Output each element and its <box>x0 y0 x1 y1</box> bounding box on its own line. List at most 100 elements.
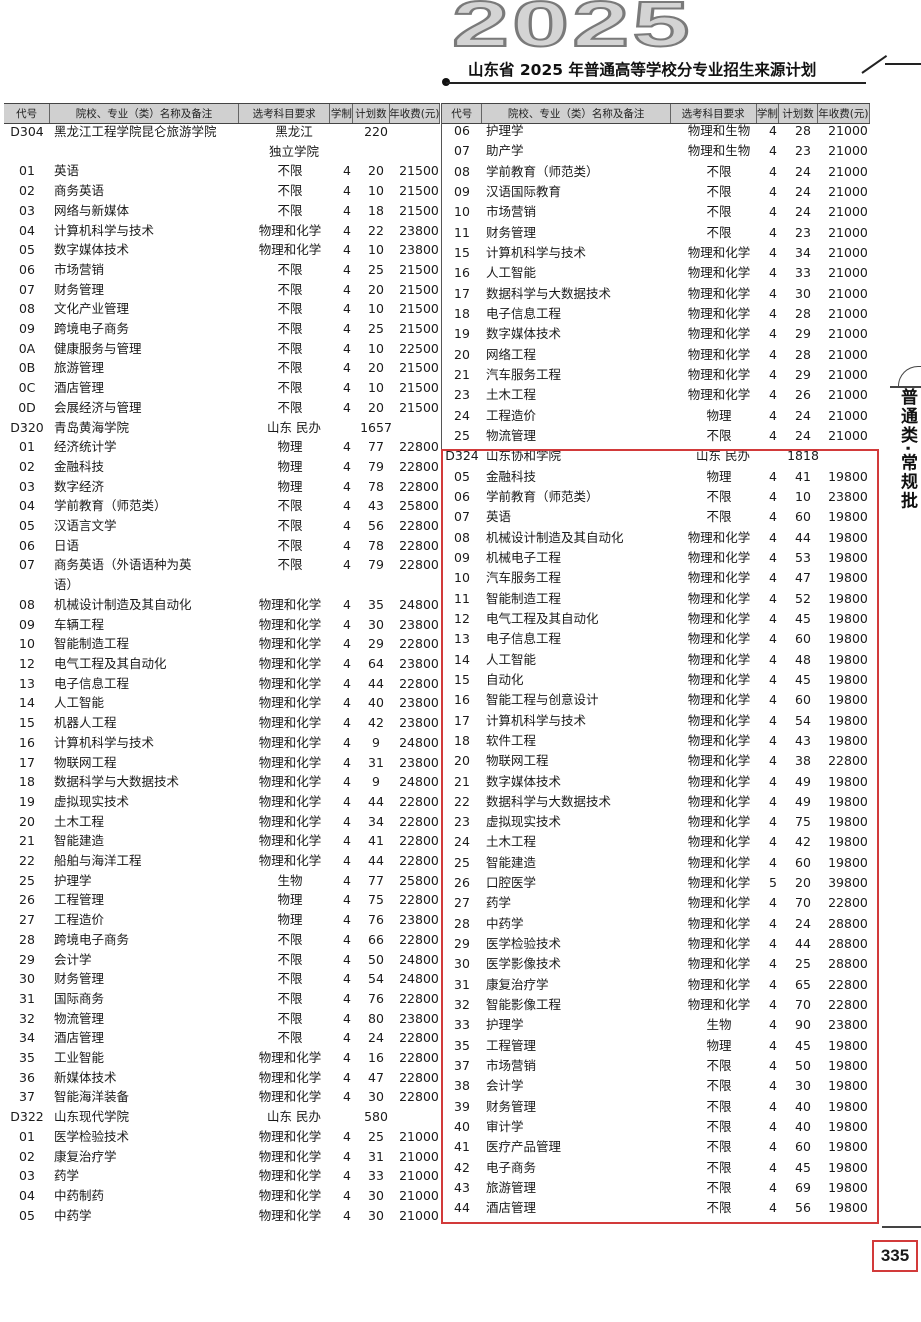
cell-years: 4 <box>343 636 351 652</box>
cell-code: 17 <box>454 285 470 301</box>
cell-plan: 41 <box>368 833 384 849</box>
cell-years: 4 <box>769 671 777 687</box>
cell-plan: 77 <box>368 439 384 455</box>
cell-requirement: 物理 <box>277 439 303 455</box>
cell-requirement: 物理和化学 <box>687 651 751 667</box>
cell-plan: 66 <box>368 931 384 947</box>
column-header-fee: 年收费(元) <box>818 104 870 123</box>
major-row: 06 日语 不限 4 78 22800 <box>4 536 444 556</box>
cell-years: 4 <box>769 590 777 606</box>
cell-fee: 22800 <box>828 753 868 769</box>
cell-name: 会计学 <box>54 951 92 967</box>
cell-requirement: 物理和化学 <box>258 833 322 849</box>
cell-years: 4 <box>343 537 351 553</box>
cell-years: 4 <box>343 557 351 573</box>
cell-requirement: 物理和化学 <box>258 1207 322 1223</box>
cell-plan: 65 <box>795 976 811 992</box>
cell-plan: 42 <box>368 715 384 731</box>
column-header-requirement: 选考科目要求 <box>671 104 757 123</box>
cell-requirement: 不限 <box>706 1200 732 1216</box>
cell-years: 4 <box>343 931 351 947</box>
cell-plan: 40 <box>795 1098 811 1114</box>
cell-name: 软件工程 <box>486 732 537 748</box>
cell-years: 4 <box>343 774 351 790</box>
cell-name: 审计学 <box>486 1119 524 1135</box>
cell-code: 08 <box>454 529 470 545</box>
cell-plan: 30 <box>368 1089 384 1105</box>
cell-fee: 19800 <box>828 1180 868 1196</box>
cell-code: 12 <box>454 610 470 626</box>
cell-years: 4 <box>769 1078 777 1094</box>
cell-name: 土木工程 <box>486 834 537 850</box>
cell-plan: 45 <box>795 610 811 626</box>
cell-plan: 28 <box>795 123 811 138</box>
cell-plan: 49 <box>795 793 811 809</box>
cell-name: 数字媒体技术 <box>486 326 562 342</box>
cell-years: 4 <box>769 692 777 708</box>
cell-years: 4 <box>343 990 351 1006</box>
major-row: 33 护理学 生物 4 90 23800 <box>442 1015 874 1035</box>
cell-years: 4 <box>769 1180 777 1196</box>
cell-fee: 21000 <box>828 163 868 179</box>
major-row: 09 汉语国际教育 不限 4 24 21000 <box>442 182 874 202</box>
column-header-name: 院校、专业（类）名称及备注 <box>482 104 671 123</box>
cell-plan: 48 <box>795 651 811 667</box>
cell-requirement: 不限 <box>277 281 303 297</box>
cell-code: 0B <box>18 360 36 376</box>
major-row: 01 经济统计学 物理 4 77 22800 <box>4 437 444 457</box>
cell-requirement: 生物 <box>706 1017 732 1033</box>
cell-requirement: 物理 <box>277 478 303 494</box>
cell-fee: 19800 <box>828 793 868 809</box>
cell-requirement: 不限 <box>706 183 732 199</box>
cell-code: 17 <box>19 754 35 770</box>
cell-fee: 28800 <box>828 915 868 931</box>
cell-fee: 21500 <box>399 360 439 376</box>
major-row: 25 护理学 生物 4 77 25800 <box>4 871 444 891</box>
cell-code: 16 <box>454 692 470 708</box>
cell-name: 金融科技 <box>54 458 105 474</box>
header-year-graphic: 2025 <box>450 0 693 60</box>
cell-name: 电子信息工程 <box>486 631 562 647</box>
cell-fee: 22800 <box>399 518 439 534</box>
cell-plan: 10 <box>368 340 384 356</box>
major-row: 12 电气工程及其自动化 物理和化学 4 45 19800 <box>442 609 874 629</box>
cell-name: 新媒体技术 <box>54 1069 117 1085</box>
cell-fee: 22800 <box>828 895 868 911</box>
cell-plan: 220 <box>364 124 388 139</box>
cell-plan: 24 <box>795 163 811 179</box>
cell-name: 金融科技 <box>486 468 537 484</box>
cell-code: 06 <box>454 123 470 138</box>
major-row: 18 数据科学与大数据技术 物理和化学 4 9 24800 <box>4 772 444 792</box>
cell-name: 自动化 <box>486 671 524 687</box>
major-row: 43 旅游管理 不限 4 69 19800 <box>442 1178 874 1198</box>
cell-fee: 21500 <box>399 281 439 297</box>
major-row: 10 智能制造工程 物理和化学 4 29 22800 <box>4 634 444 654</box>
cell-requirement: 物理和化学 <box>687 326 751 342</box>
major-row: 14 人工智能 物理和化学 4 48 19800 <box>442 650 874 670</box>
cell-plan: 24 <box>795 407 811 423</box>
cell-name: 物流管理 <box>486 427 537 443</box>
cell-name: 日语 <box>54 537 80 553</box>
cell-code: 19 <box>19 793 35 809</box>
cell-fee: 22800 <box>399 813 439 829</box>
cell-code: 0C <box>18 380 36 396</box>
cell-code: 25 <box>454 427 470 443</box>
cell-plan: 24 <box>795 204 811 220</box>
cell-plan: 33 <box>795 265 811 281</box>
cell-name: 工程管理 <box>54 892 105 908</box>
major-row: 10 汽车服务工程 物理和化学 4 47 19800 <box>442 568 874 588</box>
major-row: 17 计算机科学与技术 物理和化学 4 54 19800 <box>442 711 874 731</box>
cell-name: 人工智能 <box>486 651 537 667</box>
cell-name: 工业智能 <box>54 1050 105 1066</box>
major-row: 02 金融科技 物理 4 79 22800 <box>4 457 444 477</box>
cell-fee: 21000 <box>399 1168 439 1184</box>
school-row: D324 山东协和学院 山东 民办 1818 <box>442 446 874 466</box>
cell-name: 酒店管理 <box>54 380 105 396</box>
side-tab-line <box>890 386 921 388</box>
cell-fee: 19800 <box>828 529 868 545</box>
cell-years: 4 <box>769 997 777 1013</box>
cell-plan: 25 <box>795 956 811 972</box>
major-row: 32 物流管理 不限 4 80 23800 <box>4 1009 444 1029</box>
cell-requirement: 物理和化学 <box>258 1168 322 1184</box>
cell-name: 电气工程及其自动化 <box>54 655 167 671</box>
